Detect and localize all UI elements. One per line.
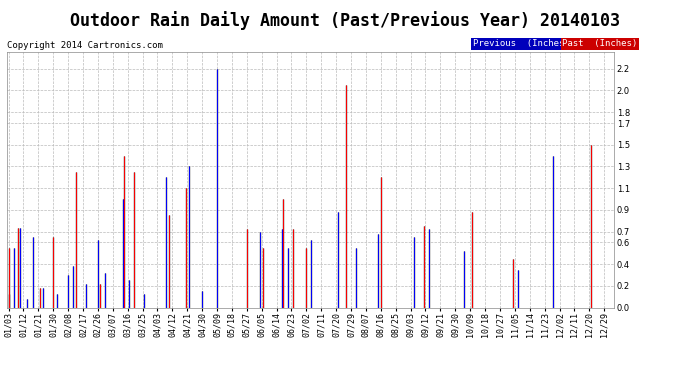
Text: Copyright 2014 Cartronics.com: Copyright 2014 Cartronics.com (7, 41, 163, 50)
Text: Previous  (Inches): Previous (Inches) (473, 39, 569, 48)
Text: Outdoor Rain Daily Amount (Past/Previous Year) 20140103: Outdoor Rain Daily Amount (Past/Previous… (70, 11, 620, 30)
Text: Past  (Inches): Past (Inches) (562, 39, 638, 48)
